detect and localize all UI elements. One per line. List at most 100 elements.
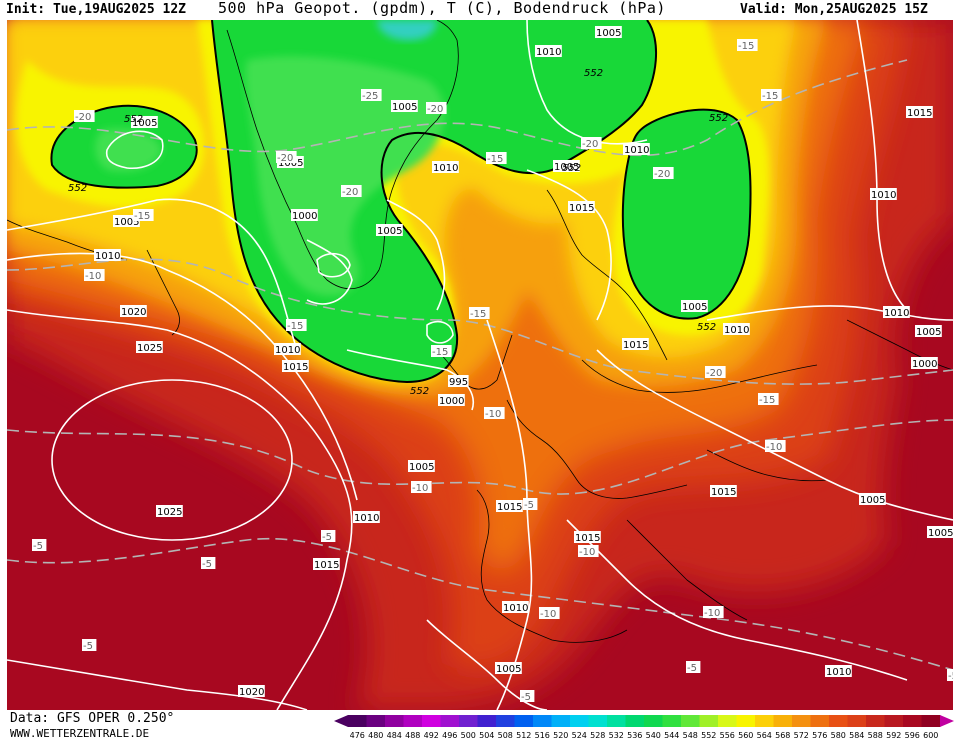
temperature-label: -15: [759, 395, 775, 406]
pressure-label-box: [274, 343, 301, 355]
temperature-label-box: [703, 606, 724, 618]
pressure-label: 1005: [916, 327, 941, 338]
pressure-label-box: [681, 300, 708, 312]
colorbar-label: 508: [498, 731, 513, 740]
geopotential-label: 552: [124, 114, 143, 125]
temperature-label-box: [469, 307, 490, 319]
pressure-label-box: [883, 306, 910, 318]
colorbar-cell: [755, 715, 774, 727]
colorbar-label: 488: [405, 731, 420, 740]
temperature-label-box: [201, 557, 216, 569]
pressure-label-box: [391, 100, 418, 112]
pressure-label-box: [535, 45, 562, 57]
temperature-label-box: [686, 661, 701, 673]
temperature-label: -20: [706, 368, 722, 379]
pressure-label: 1005: [928, 528, 953, 539]
colorbar-cell: [773, 715, 793, 727]
temperature-label-box: [133, 209, 154, 221]
temperature-label-box: [947, 669, 953, 681]
pressure-label: 1005: [554, 162, 579, 173]
pressure-label-box: [94, 249, 121, 261]
pressure-label: 1005: [114, 217, 139, 228]
temperature-labels: -20 -25 -20 -20 -20 -15 -15 -20 -20 -15 -15 -10 -15 -…: [32, 39, 953, 703]
colorbar-label: 544: [664, 731, 679, 740]
colorbar-cell: [699, 715, 719, 727]
geopotential-label: 552: [584, 68, 603, 79]
temperature-label: -10: [579, 547, 595, 558]
pressure-label-box: [553, 160, 580, 172]
isotherm-lines: [7, 59, 953, 671]
colorbar-label: 484: [387, 731, 402, 740]
temperature-label: -5: [322, 532, 332, 543]
temperature-label-box: [411, 481, 432, 493]
temperature-label: -15: [134, 211, 150, 222]
colorbar-label: 532: [609, 731, 624, 740]
temperature-label: -20: [582, 139, 598, 150]
temperature-label-box: [520, 690, 535, 702]
pressure-label: 1015: [575, 533, 600, 544]
colorbar-label: 520: [553, 731, 568, 740]
temperature-label: -10: [485, 409, 501, 420]
colorbar-cell: [625, 715, 645, 727]
colorbar-cell: [440, 715, 460, 727]
temperature-label-box: [539, 607, 560, 619]
colorbar-label: 548: [683, 731, 698, 740]
pressure-label: 1015: [314, 560, 339, 571]
pressure-label: 995: [449, 377, 468, 388]
temperature-label-box: [765, 440, 786, 452]
pressure-label-box: [502, 601, 529, 613]
pressure-label-box: [291, 209, 318, 221]
pressure-label-box: [859, 493, 886, 505]
temperature-label: -10: [540, 609, 556, 620]
geopotential-field-light-green: [95, 56, 445, 296]
pressure-label-box: [376, 224, 403, 236]
temperature-label-box: [523, 498, 538, 510]
pressure-label-box: [623, 143, 650, 155]
colorbar-cell: [662, 715, 682, 727]
weather-map-canvas: 1005 1005 1010 1005 1005 1010 1005 1010 1015 1000…: [7, 20, 953, 710]
colorbar-label: 552: [701, 731, 716, 740]
coastlines: [7, 20, 953, 643]
colorbar-cell: [810, 715, 830, 727]
temperature-label: -5: [687, 663, 697, 674]
pressure-label: 1005: [278, 158, 303, 169]
data-source-label: Data: GFS OPER 0.250°: [10, 711, 175, 726]
colorbar-label: 576: [812, 731, 827, 740]
pressure-label-box: [156, 505, 183, 517]
pressure-label: 1010: [275, 345, 300, 356]
temperature-label: -10: [766, 442, 782, 453]
colorbar-cell: [681, 715, 700, 727]
pressure-label-box: [906, 106, 933, 118]
map-header: Init: Tue,19AUG2025 12Z 500 hPa Geopot. …: [0, 0, 959, 20]
colorbar-cell: [588, 715, 608, 727]
weather-map: 1005 1005 1010 1005 1005 1010 1005 1010 1015 1000…: [7, 20, 953, 710]
pressure-label-box: [432, 161, 459, 173]
colorbar-cell: [718, 715, 737, 727]
temperature-label: -20: [75, 112, 91, 123]
temperature-label: -5: [948, 671, 953, 682]
colorbar-label: 584: [849, 731, 864, 740]
temperature-label: -20: [654, 169, 670, 180]
temperature-label-box: [321, 530, 336, 542]
pressure-label: 1000: [439, 396, 464, 407]
colorbar-label: 592: [886, 731, 901, 740]
temperature-label: -15: [432, 347, 448, 358]
pressure-label: 1020: [121, 307, 146, 318]
pressure-label: 1000: [292, 211, 317, 222]
pressure-label: 1005: [392, 102, 417, 113]
temperature-label-box: [653, 167, 674, 179]
colorbar-label: 572: [794, 731, 809, 740]
pressure-labels: 1005 1005 1010 1005 1005 1010 1005 1010 1015 1000…: [94, 26, 953, 698]
colorbar-label: 600: [923, 731, 938, 740]
pressure-label-box: [120, 305, 147, 317]
temperature-label-box: [431, 345, 452, 357]
colorbar-label: 500: [461, 731, 476, 740]
geopotential-field-cyan: [377, 20, 437, 41]
pressure-label: 1005: [132, 118, 157, 129]
chart-title: 500 hPa Geopot. (gpdm), T (C), Bodendruc…: [218, 0, 666, 17]
pressure-label: 1010: [871, 190, 896, 201]
colorbar-cell: [514, 715, 534, 727]
temperature-label-box: [361, 89, 382, 101]
temperature-label-box: [758, 393, 779, 405]
pressure-label-box: [568, 201, 595, 213]
